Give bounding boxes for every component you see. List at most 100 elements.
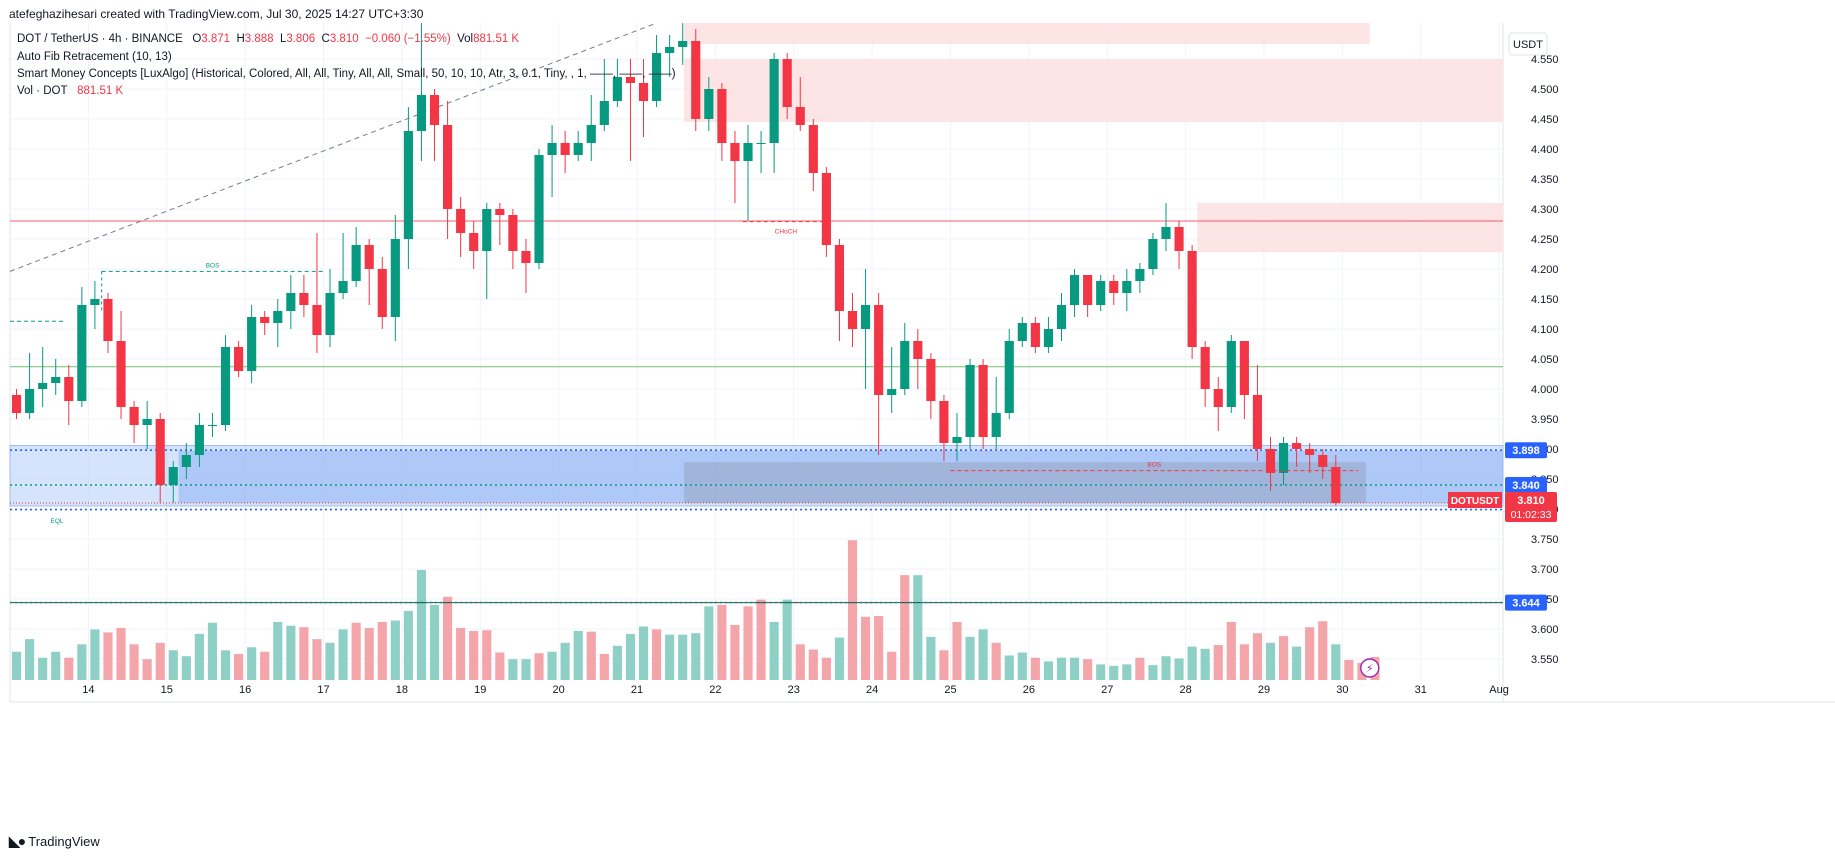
x-tick-label: 28	[1179, 684, 1191, 696]
legend-fib-indicator[interactable]: Auto Fib Retracement (10, 13)	[17, 51, 172, 63]
currency-selector[interactable]	[1508, 32, 1548, 56]
volume-bar	[1187, 646, 1197, 680]
candle-body	[1252, 395, 1263, 449]
candle-body	[769, 59, 779, 143]
x-tick-label: 30	[1336, 684, 1348, 696]
volume-bar	[1161, 656, 1171, 680]
volume-bar	[795, 644, 805, 680]
candle-body	[273, 311, 283, 323]
grid	[9, 23, 1835, 703]
x-tick-label: 20	[552, 684, 564, 696]
volume-bar	[730, 624, 740, 680]
volume-bar	[1174, 658, 1184, 680]
candle-body	[1213, 389, 1223, 407]
candle-body	[743, 143, 753, 161]
volume-bar	[717, 604, 727, 680]
candle-body	[142, 419, 152, 425]
legend-volume-indicator[interactable]: Vol · DOT 881.51 K	[17, 85, 123, 97]
candle-body	[1318, 455, 1328, 467]
y-tick-label: 4.250	[1531, 234, 1559, 246]
legend-volume-value: 881.51 K	[77, 85, 124, 97]
price-badge-label: 3.840	[1512, 480, 1540, 492]
volume-bar	[168, 650, 178, 680]
volume-bar	[338, 629, 348, 680]
candle-body	[325, 293, 335, 335]
volume-bar	[756, 599, 766, 680]
volume-bar	[939, 650, 949, 680]
volume-bar	[599, 653, 609, 680]
ticker-badge-label: DOTUSDT	[1451, 496, 1499, 507]
candle-body	[443, 125, 453, 209]
candle-body	[1030, 323, 1040, 347]
price-axis: 3.5503.6003.6503.7003.7503.8003.8503.900…	[1360, 32, 1559, 678]
y-tick-label: 4.300	[1531, 204, 1559, 216]
legend-volume-name: Vol · DOT	[17, 85, 68, 97]
volume-bar	[260, 651, 270, 680]
last-price-value: 3.810	[1517, 495, 1545, 507]
volume-bar	[1344, 659, 1354, 680]
candle-body	[900, 341, 910, 389]
volume-bar	[377, 622, 387, 680]
legend-high-label: H	[236, 33, 245, 45]
structure-labels: BOS CHoCH BOS EQL	[51, 221, 1359, 525]
candle-body	[11, 395, 22, 413]
tradingview-logo-icon: ◣●	[9, 833, 26, 849]
candle-body	[691, 41, 701, 119]
volume-bar	[808, 649, 818, 680]
horizontal-levels	[9, 22, 1503, 604]
volume-bar	[429, 604, 440, 680]
candle-body	[991, 413, 1001, 437]
candle-body	[1226, 341, 1236, 407]
x-tick-label: 23	[788, 684, 800, 696]
volume-bar	[704, 606, 714, 680]
volume-bar	[560, 642, 570, 680]
candle-body	[860, 305, 871, 329]
volume-bar	[273, 622, 283, 680]
legend-smc-indicator[interactable]: Smart Money Concepts [LuxAlgo] (Historic…	[17, 68, 676, 80]
tradingview-logo[interactable]: ◣● TradingView	[9, 833, 100, 850]
candle-body	[547, 143, 557, 155]
candle-body	[1292, 443, 1302, 449]
time-axis: 14 15 16 17 18 19 20 21 22 23 24 25 26 27 28 29 30 31 Aug	[82, 684, 1509, 696]
candle-body	[1004, 341, 1014, 413]
volume-bar	[1135, 657, 1145, 680]
y-tick-label: 4.200	[1531, 264, 1559, 276]
volume-bar	[743, 606, 753, 680]
candle-body	[247, 317, 257, 371]
price-badge	[1505, 594, 1547, 611]
candle-body	[678, 41, 688, 47]
legend-main-series[interactable]: DOT / TetherUS · 4h · BINANCE O3.871 H3.…	[17, 33, 519, 45]
volume-bar	[926, 636, 936, 680]
candle-body	[1161, 227, 1171, 239]
candle-body	[390, 239, 400, 317]
x-tick-label: 16	[239, 684, 251, 696]
volume-bar	[860, 616, 871, 680]
candle-body	[1239, 341, 1249, 395]
y-tick-label: 3.950	[1531, 414, 1559, 426]
legend-close-value: 3.810	[329, 33, 359, 45]
candle-body	[1148, 239, 1158, 269]
currency-label: USDT	[1513, 39, 1543, 51]
candle-body	[234, 347, 244, 371]
volume-bar	[1213, 645, 1223, 680]
candle-body	[965, 365, 975, 437]
volume-bar	[1069, 657, 1080, 680]
candle-body	[730, 143, 740, 161]
volume-bar	[456, 627, 466, 680]
last-price-badge	[1505, 492, 1557, 522]
y-tick-label: 3.550	[1531, 654, 1559, 666]
tradingview-brand: TradingView	[28, 834, 100, 849]
volume-bar	[652, 629, 662, 680]
x-tick-label: 31	[1415, 684, 1427, 696]
volume-bar	[1278, 636, 1289, 680]
volume-bar	[1318, 621, 1328, 680]
volume-bar	[534, 653, 544, 680]
volume-bar	[1148, 665, 1158, 680]
x-tick-label: 29	[1258, 684, 1270, 696]
volume-bar	[351, 622, 361, 680]
candle-body	[1017, 323, 1027, 341]
candle-body	[1265, 449, 1276, 473]
volume-bar	[1200, 648, 1210, 680]
price-badge-label: 3.898	[1512, 445, 1540, 457]
